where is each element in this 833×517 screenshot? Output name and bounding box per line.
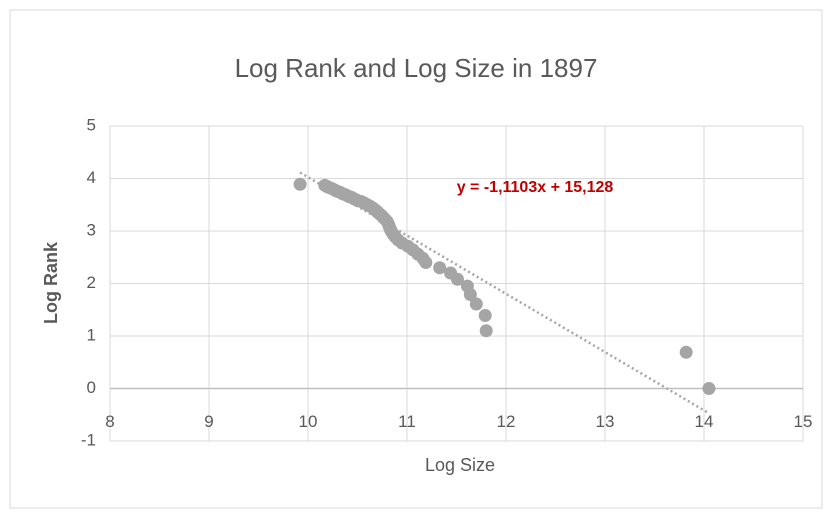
point bbox=[702, 382, 716, 395]
y-tick-label: 0 bbox=[87, 378, 96, 397]
point bbox=[460, 279, 474, 293]
y-tick-label: 2 bbox=[87, 273, 96, 292]
y-axis-label: Log Rank bbox=[41, 241, 61, 324]
x-tick-label: 15 bbox=[794, 412, 813, 431]
chart-title: Log Rank and Log Size in 1897 bbox=[235, 53, 598, 83]
point bbox=[293, 177, 307, 191]
x-tick-label: 8 bbox=[105, 412, 114, 431]
trendline bbox=[299, 171, 710, 415]
y-tick-label: 4 bbox=[87, 168, 96, 187]
x-tick-label: 9 bbox=[204, 412, 213, 431]
y-tick-label: 5 bbox=[87, 115, 96, 134]
x-tick-label: 11 bbox=[398, 412, 416, 431]
x-tick-label: 10 bbox=[299, 412, 318, 431]
point bbox=[479, 324, 493, 338]
x-tick-label: 14 bbox=[695, 412, 714, 431]
y-tick-label: 1 bbox=[87, 325, 96, 344]
point bbox=[679, 345, 693, 359]
y-tick-label: -1 bbox=[81, 430, 96, 449]
point bbox=[318, 178, 332, 192]
x-tick-label: 13 bbox=[596, 412, 615, 431]
point bbox=[469, 297, 483, 311]
point bbox=[444, 266, 458, 280]
trendline-label: y = -1,1103x + 15,128 bbox=[457, 179, 614, 196]
y-tick-label: 3 bbox=[87, 220, 96, 239]
point bbox=[433, 261, 447, 275]
x-axis-label: Log Size bbox=[425, 455, 495, 475]
point bbox=[478, 309, 492, 323]
x-tick-label: 12 bbox=[497, 412, 516, 431]
